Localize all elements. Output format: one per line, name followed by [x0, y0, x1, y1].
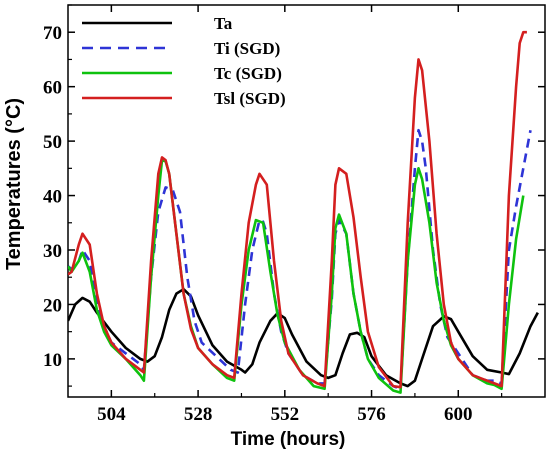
- axes-layer: 504 528 552 576 600 10 20 30 40 50 60 70: [43, 4, 545, 425]
- series-line-3: [68, 30, 527, 389]
- series-layer: [68, 30, 539, 394]
- legend-label-1: Ti (SGD): [214, 39, 280, 58]
- x-tick-label-0: 504: [97, 404, 126, 425]
- y-axis-title: Temperatures (°C): [3, 98, 25, 270]
- legend-label-2: Tc (SGD): [214, 64, 282, 83]
- x-tick-label-4: 600: [444, 404, 473, 425]
- legend-label-0: Ta: [214, 14, 233, 33]
- series-line-2: [68, 158, 525, 394]
- x-tick-label-3: 576: [357, 404, 386, 425]
- plot-frame: [67, 4, 546, 398]
- y-tick-label-5: 60: [43, 78, 62, 99]
- y-tick-label-3: 40: [43, 187, 62, 208]
- y-tick-label-4: 50: [43, 132, 62, 153]
- x-axis-title: Time (hours): [231, 429, 346, 450]
- y-tick-label-6: 70: [43, 23, 62, 44]
- series-line-0: [68, 287, 539, 388]
- x-tick-label-1: 528: [184, 404, 213, 425]
- legend-label-3: Tsl (SGD): [214, 89, 286, 108]
- y-tick-label-0: 10: [43, 350, 62, 371]
- y-tick-label-1: 20: [43, 295, 62, 316]
- legend: Ta Ti (SGD) Tc (SGD) Tsl (SGD): [82, 14, 286, 108]
- x-tick-label-2: 552: [271, 404, 300, 425]
- y-tick-label-2: 30: [43, 241, 62, 262]
